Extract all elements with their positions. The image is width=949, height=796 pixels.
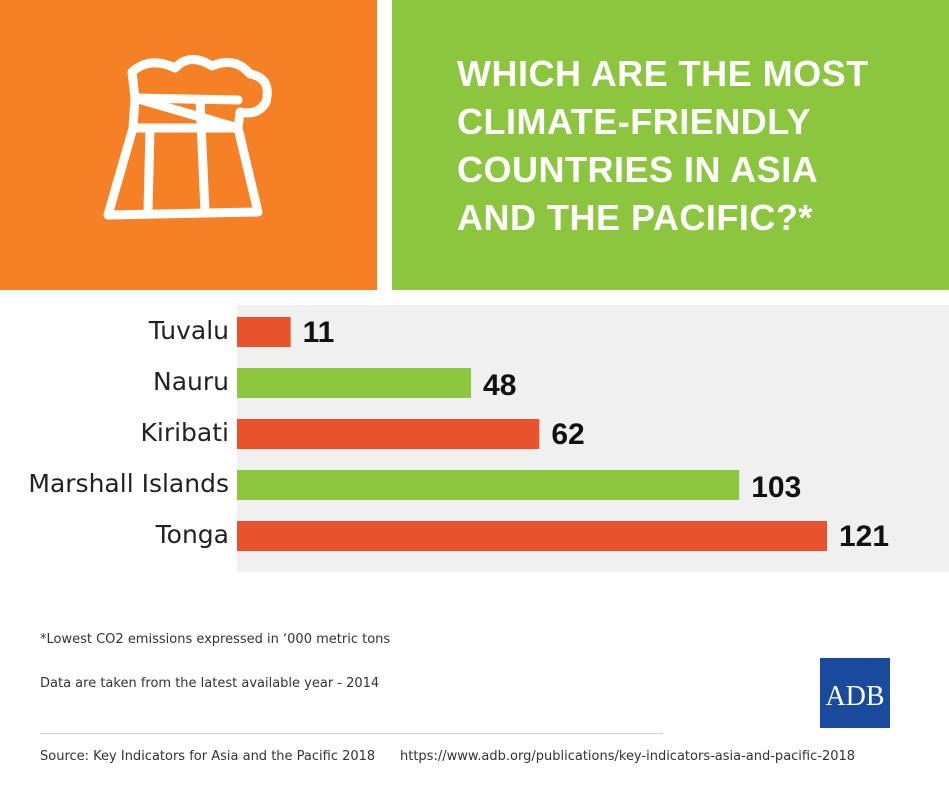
value-label: 62 [551, 418, 584, 451]
divider [40, 733, 663, 734]
category-label: Tuvalu [148, 316, 229, 345]
bar [237, 521, 827, 551]
logo: ADB [820, 658, 890, 728]
title: WHICH ARE THE MOST CLIMATE-FRIENDLY COUN… [457, 53, 869, 238]
bar [237, 368, 472, 398]
chart: Tuvalu 11 Nauru 48 Kiribati 62 Marshall Island… [28, 305, 949, 572]
title-panel [392, 0, 949, 290]
value-label: 103 [751, 471, 801, 504]
source-url: https://www.adb.org/publications/key-ind… [400, 749, 856, 764]
bar [237, 317, 291, 347]
category-label: Nauru [153, 367, 229, 396]
icon-panel [0, 0, 377, 290]
value-label: 48 [483, 369, 516, 402]
category-label: Kiribati [140, 418, 229, 447]
category-label: Tonga [155, 520, 229, 549]
footnote: *Lowest CO2 emissions expressed in ‘000 … [40, 632, 391, 647]
footnote: Data are taken from the latest available… [40, 676, 380, 691]
factory-icon [103, 55, 272, 220]
bar [237, 470, 740, 500]
value-label: 121 [839, 520, 889, 553]
bar [237, 419, 540, 449]
category-label: Marshall Islands [28, 469, 229, 498]
value-label: 11 [303, 316, 335, 349]
source: Source: Key Indicators for Asia and the … [40, 749, 376, 764]
